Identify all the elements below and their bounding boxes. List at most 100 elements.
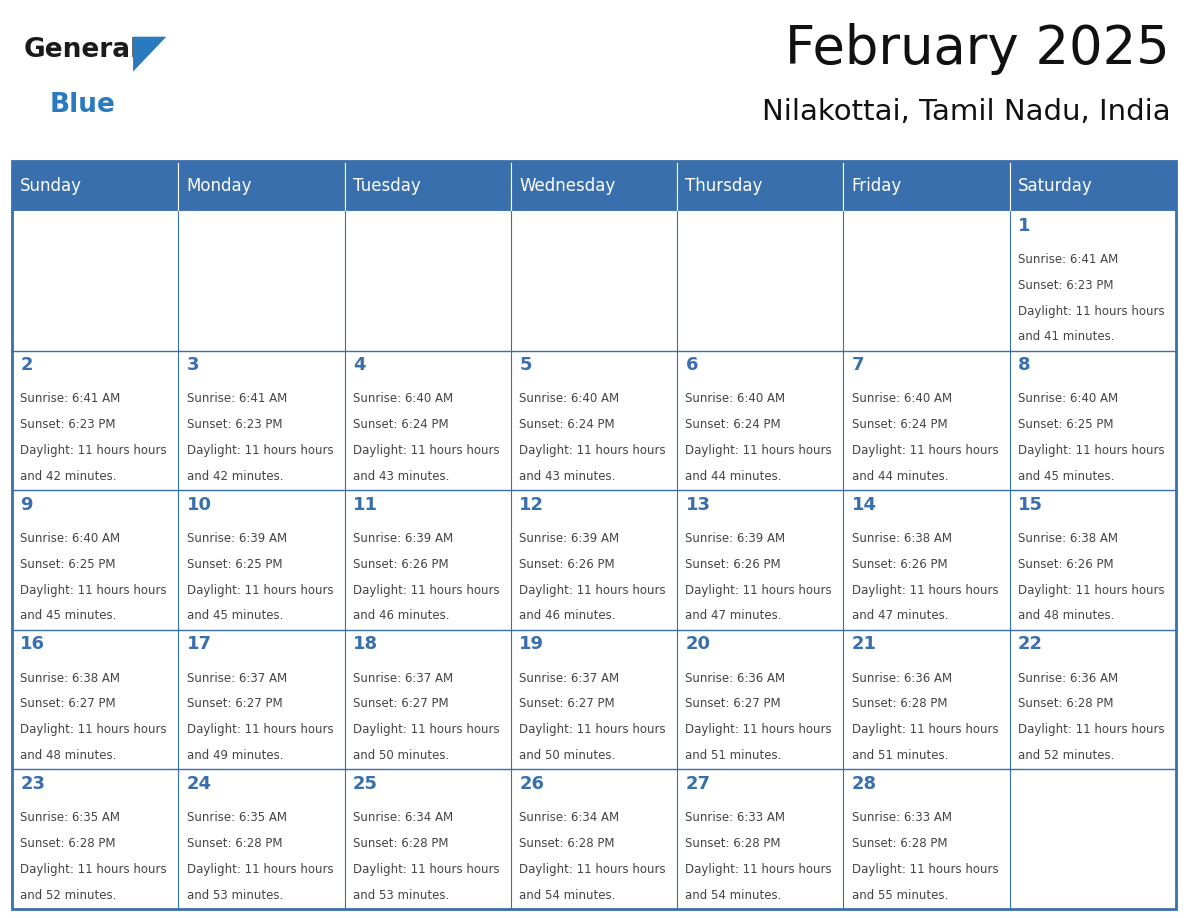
Text: 10: 10 — [187, 496, 211, 514]
Text: Sunrise: 6:36 AM: Sunrise: 6:36 AM — [1018, 672, 1118, 685]
Text: and 47 minutes.: and 47 minutes. — [852, 610, 948, 622]
Text: Nilakottai, Tamil Nadu, India: Nilakottai, Tamil Nadu, India — [762, 98, 1170, 127]
Bar — [178, 161, 345, 211]
Text: 15: 15 — [1018, 496, 1043, 514]
Text: and 45 minutes.: and 45 minutes. — [20, 610, 116, 622]
Text: Sunrise: 6:39 AM: Sunrise: 6:39 AM — [353, 532, 453, 545]
Text: Sunrise: 6:36 AM: Sunrise: 6:36 AM — [685, 672, 785, 685]
Text: 5: 5 — [519, 356, 532, 375]
Text: Sunset: 6:25 PM: Sunset: 6:25 PM — [20, 558, 115, 571]
Text: Sunset: 6:24 PM: Sunset: 6:24 PM — [353, 419, 448, 431]
Text: 24: 24 — [187, 775, 211, 793]
Text: and 47 minutes.: and 47 minutes. — [685, 610, 782, 622]
Text: Sunset: 6:28 PM: Sunset: 6:28 PM — [187, 837, 282, 850]
Text: Sunrise: 6:40 AM: Sunrise: 6:40 AM — [685, 393, 785, 406]
Text: Sunrise: 6:38 AM: Sunrise: 6:38 AM — [1018, 532, 1118, 545]
Text: Daylight: 11 hours hours: Daylight: 11 hours hours — [187, 723, 333, 736]
Text: 9: 9 — [20, 496, 33, 514]
Text: Sunrise: 6:33 AM: Sunrise: 6:33 AM — [852, 812, 952, 824]
Text: 20: 20 — [685, 635, 710, 654]
Text: and 46 minutes.: and 46 minutes. — [353, 610, 449, 622]
Text: Sunrise: 6:40 AM: Sunrise: 6:40 AM — [353, 393, 453, 406]
Text: 8: 8 — [1018, 356, 1031, 375]
Text: Sunrise: 6:40 AM: Sunrise: 6:40 AM — [519, 393, 619, 406]
Text: 28: 28 — [852, 775, 877, 793]
Text: Sunset: 6:26 PM: Sunset: 6:26 PM — [1018, 558, 1113, 571]
Text: and 43 minutes.: and 43 minutes. — [353, 470, 449, 483]
Text: 11: 11 — [353, 496, 378, 514]
Text: Saturday: Saturday — [1018, 177, 1093, 195]
Bar — [511, 161, 677, 211]
Text: Daylight: 11 hours hours: Daylight: 11 hours hours — [685, 444, 832, 457]
Text: Daylight: 11 hours hours: Daylight: 11 hours hours — [20, 584, 166, 597]
Text: and 45 minutes.: and 45 minutes. — [1018, 470, 1114, 483]
Text: 3: 3 — [187, 356, 200, 375]
Text: Daylight: 11 hours hours: Daylight: 11 hours hours — [353, 444, 499, 457]
Text: 13: 13 — [685, 496, 710, 514]
Text: Sunset: 6:28 PM: Sunset: 6:28 PM — [1018, 698, 1113, 711]
Text: and 46 minutes.: and 46 minutes. — [519, 610, 615, 622]
Text: Daylight: 11 hours hours: Daylight: 11 hours hours — [20, 863, 166, 876]
Text: and 48 minutes.: and 48 minutes. — [20, 749, 116, 762]
Bar — [677, 161, 843, 211]
Text: Sunrise: 6:35 AM: Sunrise: 6:35 AM — [20, 812, 120, 824]
Text: Daylight: 11 hours hours: Daylight: 11 hours hours — [353, 584, 499, 597]
Text: Daylight: 11 hours hours: Daylight: 11 hours hours — [187, 444, 333, 457]
Text: Daylight: 11 hours hours: Daylight: 11 hours hours — [1018, 723, 1164, 736]
Text: Sunset: 6:26 PM: Sunset: 6:26 PM — [685, 558, 781, 571]
Text: Daylight: 11 hours hours: Daylight: 11 hours hours — [852, 584, 998, 597]
Bar — [12, 161, 178, 211]
Text: Sunrise: 6:41 AM: Sunrise: 6:41 AM — [20, 393, 120, 406]
Text: 21: 21 — [852, 635, 877, 654]
Text: 27: 27 — [685, 775, 710, 793]
Bar — [345, 161, 511, 211]
Text: and 44 minutes.: and 44 minutes. — [852, 470, 948, 483]
Text: Sunrise: 6:38 AM: Sunrise: 6:38 AM — [852, 532, 952, 545]
Text: Sunrise: 6:34 AM: Sunrise: 6:34 AM — [353, 812, 453, 824]
Polygon shape — [133, 37, 166, 72]
Text: Sunset: 6:27 PM: Sunset: 6:27 PM — [519, 698, 614, 711]
Bar — [843, 161, 1010, 211]
Text: Sunrise: 6:37 AM: Sunrise: 6:37 AM — [187, 672, 286, 685]
Text: and 52 minutes.: and 52 minutes. — [1018, 749, 1114, 762]
Text: Sunrise: 6:37 AM: Sunrise: 6:37 AM — [519, 672, 619, 685]
Text: Sunday: Sunday — [20, 177, 82, 195]
Text: Sunset: 6:26 PM: Sunset: 6:26 PM — [852, 558, 947, 571]
Text: 23: 23 — [20, 775, 45, 793]
Text: Daylight: 11 hours hours: Daylight: 11 hours hours — [1018, 305, 1164, 318]
Text: Sunset: 6:25 PM: Sunset: 6:25 PM — [1018, 419, 1113, 431]
Text: Sunrise: 6:41 AM: Sunrise: 6:41 AM — [187, 393, 286, 406]
Text: Sunset: 6:27 PM: Sunset: 6:27 PM — [353, 698, 448, 711]
Text: 1: 1 — [1018, 217, 1031, 235]
Text: 6: 6 — [685, 356, 699, 375]
Text: Sunrise: 6:36 AM: Sunrise: 6:36 AM — [852, 672, 952, 685]
Text: Daylight: 11 hours hours: Daylight: 11 hours hours — [20, 723, 166, 736]
Text: Sunset: 6:26 PM: Sunset: 6:26 PM — [519, 558, 614, 571]
Text: Daylight: 11 hours hours: Daylight: 11 hours hours — [852, 444, 998, 457]
Text: Blue: Blue — [50, 92, 115, 118]
Text: Friday: Friday — [852, 177, 902, 195]
Text: Sunrise: 6:39 AM: Sunrise: 6:39 AM — [187, 532, 286, 545]
Text: Daylight: 11 hours hours: Daylight: 11 hours hours — [519, 723, 665, 736]
Text: Sunrise: 6:40 AM: Sunrise: 6:40 AM — [20, 532, 120, 545]
Text: Monday: Monday — [187, 177, 252, 195]
Text: 12: 12 — [519, 496, 544, 514]
Text: February 2025: February 2025 — [785, 23, 1170, 75]
Text: and 44 minutes.: and 44 minutes. — [685, 470, 782, 483]
Text: 22: 22 — [1018, 635, 1043, 654]
Text: Sunrise: 6:41 AM: Sunrise: 6:41 AM — [1018, 253, 1118, 266]
Text: Daylight: 11 hours hours: Daylight: 11 hours hours — [519, 863, 665, 876]
Text: and 48 minutes.: and 48 minutes. — [1018, 610, 1114, 622]
Text: Daylight: 11 hours hours: Daylight: 11 hours hours — [519, 584, 665, 597]
Text: 17: 17 — [187, 635, 211, 654]
Text: Thursday: Thursday — [685, 177, 763, 195]
Text: Sunrise: 6:34 AM: Sunrise: 6:34 AM — [519, 812, 619, 824]
Text: and 42 minutes.: and 42 minutes. — [187, 470, 283, 483]
Text: 16: 16 — [20, 635, 45, 654]
Text: 25: 25 — [353, 775, 378, 793]
Text: Wednesday: Wednesday — [519, 177, 615, 195]
Text: Sunrise: 6:38 AM: Sunrise: 6:38 AM — [20, 672, 120, 685]
Text: Sunset: 6:23 PM: Sunset: 6:23 PM — [1018, 279, 1113, 292]
Text: and 45 minutes.: and 45 minutes. — [187, 610, 283, 622]
Text: Sunset: 6:27 PM: Sunset: 6:27 PM — [20, 698, 115, 711]
